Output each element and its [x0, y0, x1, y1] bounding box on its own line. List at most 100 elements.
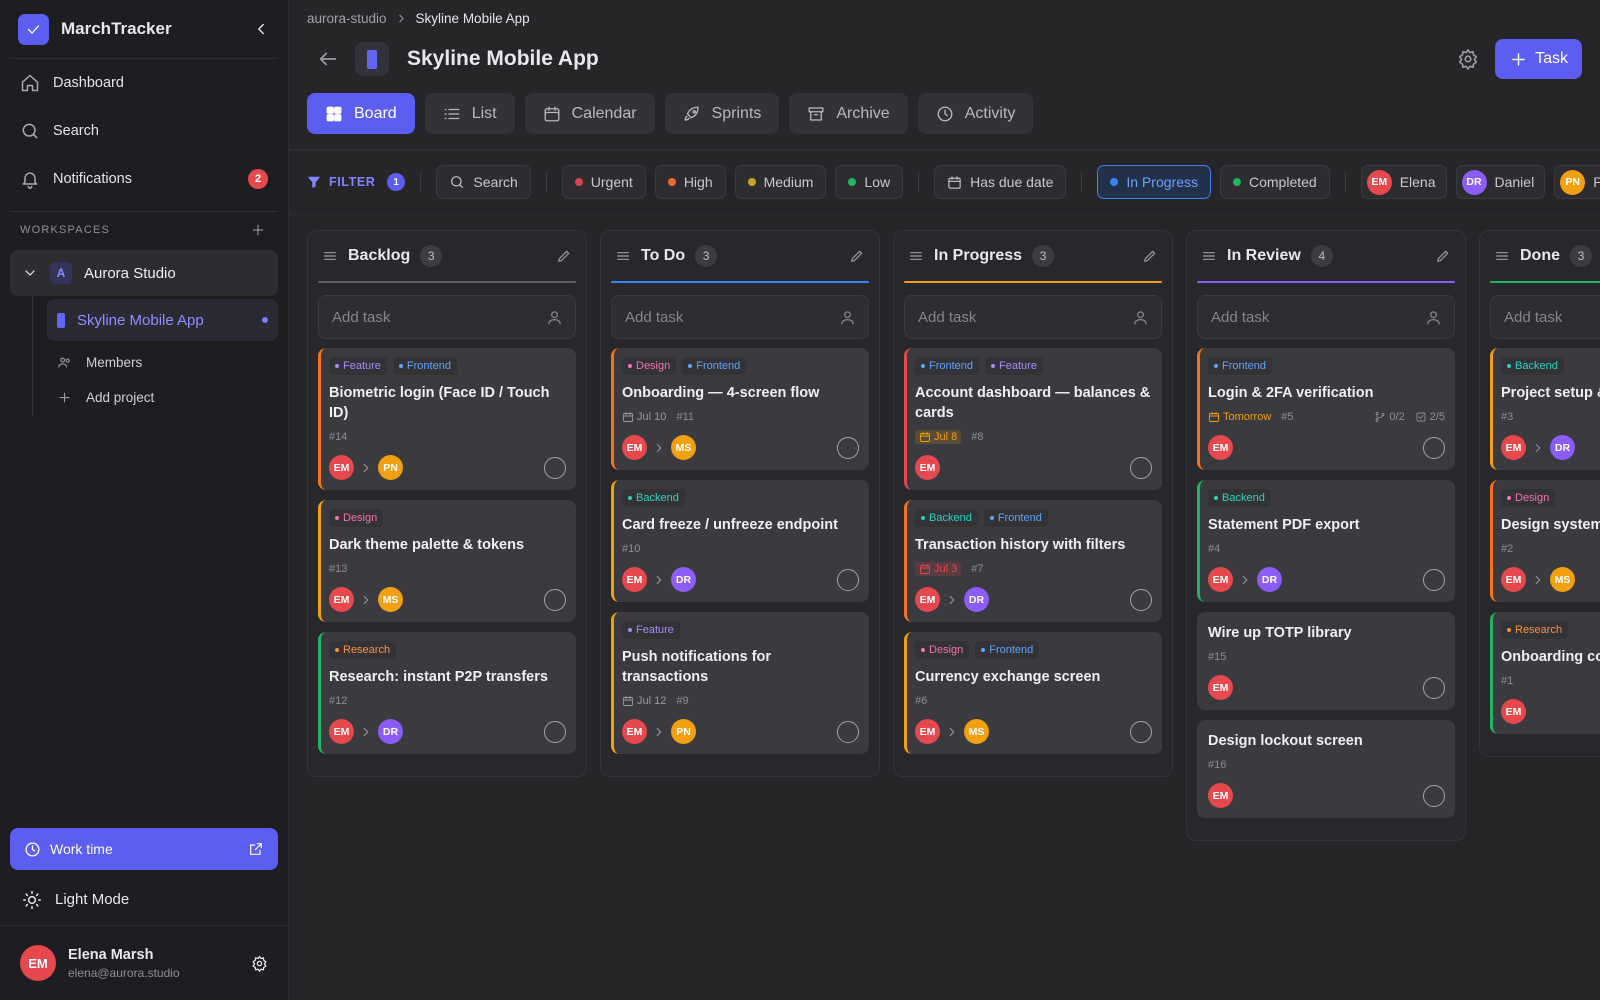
status-chip[interactable]: Completed: [1219, 165, 1330, 199]
add-task-input[interactable]: Add task: [1490, 295, 1600, 339]
tab-label: Activity: [964, 104, 1016, 122]
card-footer: EM DR: [329, 719, 566, 744]
edit-column[interactable]: [556, 248, 572, 264]
complete-checkbox[interactable]: [544, 456, 566, 479]
project-item[interactable]: Skyline Mobile App: [47, 299, 278, 341]
task-card[interactable]: Feature Frontend Biometric login (Face ID …: [318, 348, 576, 490]
icon-part: [319, 52, 337, 66]
priority-chip[interactable]: High: [654, 165, 726, 199]
task-card[interactable]: Frontend Login & 2FA verification Tomorrow…: [1197, 348, 1455, 470]
complete-checkbox[interactable]: [1130, 720, 1152, 743]
complete-checkbox[interactable]: [544, 720, 566, 743]
priority-chip[interactable]: Medium: [734, 165, 827, 199]
complete-checkbox[interactable]: [1423, 676, 1445, 699]
edit-column[interactable]: [849, 248, 865, 264]
priority-chip[interactable]: Urgent: [561, 165, 646, 199]
edit-column[interactable]: [1142, 248, 1158, 264]
chip-label: Low: [864, 174, 891, 190]
filter-label: FILTER 1: [307, 173, 406, 191]
task-card[interactable]: Design Design system #2 EM MS: [1490, 480, 1600, 602]
icon-part: [808, 106, 824, 112]
task-card[interactable]: Backend Card freeze / unfreeze endpoint #1…: [611, 480, 869, 602]
tag: Frontend: [1208, 357, 1273, 375]
task-card[interactable]: Design Dark theme palette & tokens #13 EM MS: [318, 500, 576, 622]
add-task-input[interactable]: Add task: [904, 295, 1162, 339]
card-title: Login & 2FA verification: [1208, 385, 1374, 401]
task-card[interactable]: Feature Push notifications for transactio…: [611, 612, 869, 754]
tag-row: Design Frontend: [622, 357, 859, 375]
add-task-button[interactable]: Task: [1495, 39, 1582, 79]
add-task-input[interactable]: Add task: [611, 295, 869, 339]
active-dot: [262, 317, 268, 323]
task-card[interactable]: Frontend Feature Account dashboard — balan…: [904, 348, 1162, 490]
handoff-arrow: [1535, 443, 1541, 452]
user-settings[interactable]: [251, 955, 268, 972]
due-chip[interactable]: Has due date: [934, 165, 1067, 199]
complete-checkbox[interactable]: [544, 588, 566, 611]
view-tab[interactable]: Sprints: [664, 93, 780, 134]
task-card[interactable]: Research Research: instant P2P transfers #…: [318, 632, 576, 754]
task-card[interactable]: Backend Project setup & #3 EM DR: [1490, 348, 1600, 470]
task-card[interactable]: Research Onboarding co #1 EM: [1490, 612, 1600, 734]
complete-checkbox[interactable]: [837, 568, 859, 591]
complete-checkbox[interactable]: [837, 436, 859, 459]
person-chip[interactable]: DR Daniel: [1455, 165, 1546, 199]
work-time-button[interactable]: Work time: [10, 828, 278, 870]
assignee-avatar: MS: [378, 587, 403, 612]
icon-part: [920, 564, 930, 569]
card-meta: #12: [329, 692, 566, 710]
filter-search[interactable]: Search: [436, 165, 531, 199]
assignee-avatar: EM: [1208, 675, 1233, 700]
person-chip[interactable]: EM Elena: [1360, 165, 1447, 199]
complete-checkbox[interactable]: [1423, 784, 1445, 807]
person-chip[interactable]: PN Priya: [1554, 165, 1600, 199]
task-card[interactable]: Design Frontend Currency exchange screen #6…: [904, 632, 1162, 754]
project-settings[interactable]: [1457, 48, 1479, 70]
nav-item[interactable]: Dashboard: [0, 59, 288, 107]
task-card[interactable]: Design Frontend Onboarding — 4-screen flow…: [611, 348, 869, 470]
project-link[interactable]: Members: [33, 345, 288, 380]
status-chip[interactable]: In Progress: [1097, 165, 1211, 199]
complete-checkbox[interactable]: [837, 720, 859, 743]
theme-toggle[interactable]: Light Mode: [0, 874, 288, 926]
icon-part: [623, 697, 633, 706]
view-tab[interactable]: Calendar: [524, 93, 655, 134]
nav-item[interactable]: Notifications 2: [0, 155, 288, 203]
task-card[interactable]: Design lockout screen #16 EM: [1197, 720, 1455, 818]
view-tab[interactable]: List: [424, 93, 515, 134]
assignee-avatar: PN: [378, 455, 403, 480]
chip-label: In Progress: [1126, 174, 1198, 190]
breadcrumb-item[interactable]: aurora-studio: [307, 10, 387, 26]
task-card[interactable]: Wire up TOTP library #15 EM: [1197, 612, 1455, 710]
priority-chip[interactable]: Low: [835, 165, 904, 199]
add-task-input[interactable]: Add task: [1197, 295, 1455, 339]
view-tab[interactable]: Board: [307, 93, 415, 134]
complete-checkbox[interactable]: [1423, 436, 1445, 459]
complete-checkbox[interactable]: [1130, 456, 1152, 479]
collapse-button[interactable]: [252, 20, 270, 38]
icon-part: [656, 575, 662, 584]
icon-part: [21, 74, 39, 92]
task-card[interactable]: Backend Statement PDF export #4 EM DR: [1197, 480, 1455, 602]
assignee-avatar: MS: [671, 435, 696, 460]
icon-part: [949, 595, 955, 604]
priority-dot: [574, 178, 583, 186]
complete-checkbox[interactable]: [1423, 568, 1445, 591]
add-task-input[interactable]: Add task: [318, 295, 576, 339]
edit-column[interactable]: [1435, 248, 1451, 264]
workspace-row[interactable]: A Aurora Studio: [10, 250, 278, 296]
icon-part: [252, 224, 264, 236]
project-icon: [367, 49, 377, 69]
view-tab[interactable]: Activity: [917, 93, 1034, 134]
breadcrumb-current: Skyline Mobile App: [415, 10, 530, 26]
assignee-avatar: EM: [622, 567, 647, 592]
user-avatar: EM: [20, 945, 56, 981]
back-button[interactable]: [317, 48, 339, 70]
nav-item[interactable]: Search: [0, 107, 288, 155]
board: Backlog 3 Add task Feature Frontend Biometric…: [307, 230, 1600, 841]
add-workspace[interactable]: [250, 222, 266, 238]
view-tab[interactable]: Archive: [789, 93, 908, 134]
task-card[interactable]: Backend Frontend Transaction history with …: [904, 500, 1162, 622]
complete-checkbox[interactable]: [1130, 588, 1152, 611]
project-link[interactable]: Add project: [33, 380, 288, 415]
